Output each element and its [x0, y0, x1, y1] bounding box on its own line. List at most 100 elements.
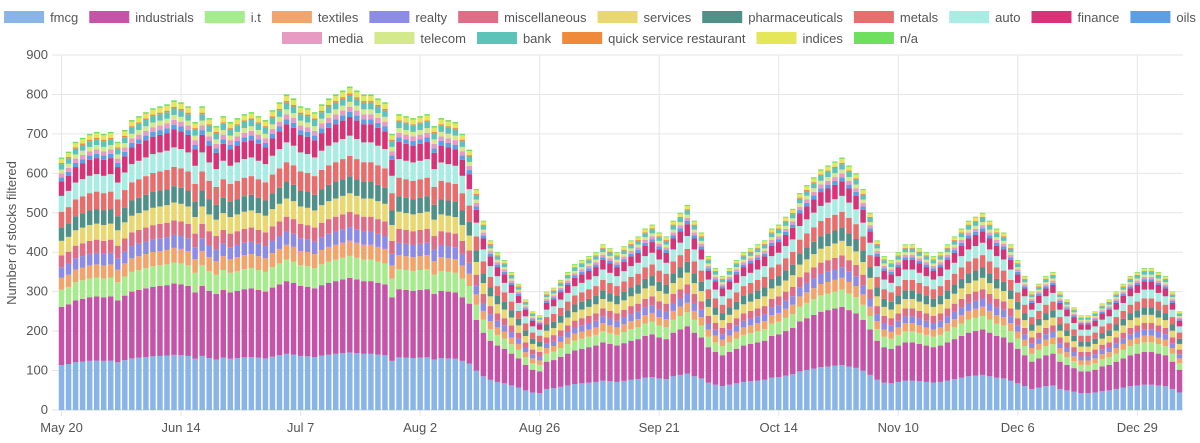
bar-segment-realty — [234, 244, 241, 258]
legend-item-i-t[interactable]: i.t — [204, 10, 262, 25]
bar-segment-indices — [1134, 272, 1141, 275]
bar-segment-indices — [635, 237, 641, 241]
bar-segment-oils — [754, 257, 761, 260]
bar-segment-finance — [797, 213, 803, 226]
bar-segment-services — [389, 224, 395, 241]
legend-item-indices[interactable]: indices — [756, 31, 843, 46]
bar-segment-industrials — [431, 294, 437, 360]
bar-segment-media — [860, 202, 866, 207]
bar-segment-indices — [410, 119, 416, 125]
bar-segment-bank — [1085, 317, 1091, 320]
legend-item-telecom[interactable]: telecom — [374, 31, 466, 46]
bar-segment-fmcg — [628, 379, 634, 410]
bar-segment-textiles — [290, 246, 297, 262]
bar-segment-quick-service-restaurant — [726, 270, 733, 272]
bar-segment-n-a — [958, 228, 965, 230]
bar-segment-miscellaneous — [607, 310, 613, 319]
bar-segment-telecom — [733, 267, 740, 270]
bar-segment-realty — [424, 242, 430, 256]
bar-segment-telecom — [902, 252, 909, 255]
bar-segment-miscellaneous — [797, 277, 803, 288]
bar-segment-services — [417, 213, 423, 230]
bar-segment-fmcg — [283, 353, 290, 410]
bar-segment-telecom — [311, 126, 318, 131]
legend-item-quick-service-restaurant[interactable]: quick service restaurant — [562, 31, 746, 46]
bar-segment-auto — [234, 162, 241, 181]
legend-item-textiles[interactable]: textiles — [271, 10, 359, 25]
bar-segment-telecom — [790, 218, 796, 222]
bar-segment-auto — [410, 162, 416, 181]
bar-segment-miscellaneous — [93, 239, 100, 253]
bar-segment-bank — [916, 252, 923, 256]
bar-segment-quick-service-restaurant — [677, 216, 684, 218]
bar-segment-fmcg — [431, 359, 437, 410]
bar-segment-n-a — [804, 185, 810, 187]
bar-segment-textiles — [1106, 352, 1112, 358]
bar-segment-auto — [199, 152, 205, 172]
legend-item-oils[interactable]: oils — [1130, 10, 1196, 25]
bar-segment-fmcg — [958, 377, 965, 410]
bar-segment-quick-service-restaurant — [986, 224, 993, 226]
bar-segment-auto — [220, 160, 226, 180]
bar-segment-media — [649, 236, 655, 240]
bar-segment-textiles — [438, 257, 444, 271]
bar-stack — [797, 193, 803, 410]
bar-segment-pharmaceuticals — [698, 281, 705, 292]
bar-segment-metals — [164, 169, 170, 190]
bar-segment-textiles — [269, 253, 276, 268]
bar-segment-quick-service-restaurant — [874, 243, 880, 245]
legend-item-fmcg[interactable]: fmcg — [4, 10, 78, 25]
bar-segment-n-a — [340, 90, 346, 93]
legend-item-realty[interactable]: realty — [369, 10, 448, 25]
bar-segment-pharmaceuticals — [206, 199, 212, 215]
bar-segment-miscellaneous — [115, 245, 121, 259]
bar-segment-oils — [804, 202, 810, 207]
bar-segment-pharmaceuticals — [797, 253, 803, 265]
legend-item-media[interactable]: media — [282, 31, 364, 46]
bar-segment-bank — [832, 168, 838, 174]
legend-item-services[interactable]: services — [597, 10, 692, 25]
bar-segment-i-t — [1043, 346, 1049, 356]
bar-segment-finance — [58, 181, 65, 196]
bar-segment-realty — [227, 247, 234, 260]
bar-segment-realty — [614, 320, 620, 328]
bar-segment-indices — [192, 123, 198, 129]
bar-segment-i-t — [143, 268, 149, 289]
bar-segment-telecom — [79, 150, 86, 155]
bar-segment-indices — [761, 241, 768, 244]
bar-segment-pharmaceuticals — [1148, 307, 1155, 315]
bar-segment-textiles — [656, 317, 662, 326]
bar-segment-media — [487, 251, 494, 254]
bar-segment-media — [1015, 269, 1021, 272]
bar-segment-indices — [670, 221, 676, 225]
bar-segment-metals — [614, 286, 620, 297]
bar-segment-realty — [164, 237, 170, 250]
bar-stack — [1036, 283, 1042, 410]
legend-item-finance[interactable]: finance — [1031, 10, 1119, 25]
y-tick-label: 600 — [26, 165, 48, 180]
bar-segment-realty — [340, 229, 346, 243]
legend-item-n-a[interactable]: n/a — [853, 31, 919, 46]
bar-segment-fmcg — [122, 360, 128, 410]
bar-segment-pharmaceuticals — [621, 291, 627, 301]
legend-item-miscellaneous[interactable]: miscellaneous — [458, 10, 587, 25]
bar-segment-auto — [311, 157, 318, 177]
bar-segment-textiles — [684, 302, 691, 313]
bar-segment-quick-service-restaurant — [494, 255, 501, 257]
bar-segment-media — [733, 269, 740, 272]
legend-item-auto[interactable]: auto — [949, 10, 1020, 25]
legend-label: oils — [1176, 10, 1196, 25]
bar-segment-media — [396, 132, 402, 138]
bar-segment-realty — [529, 354, 536, 359]
bar-segment-auto — [543, 309, 550, 318]
bar-segment-realty — [930, 323, 937, 330]
legend-item-pharmaceuticals[interactable]: pharmaceuticals — [702, 10, 843, 25]
legend-item-metals[interactable]: metals — [853, 10, 939, 25]
legend-item-industrials[interactable]: industrials — [89, 10, 194, 25]
legend-item-bank[interactable]: bank — [476, 31, 552, 46]
bar-segment-auto — [192, 165, 198, 184]
bar-segment-fmcg — [220, 357, 226, 410]
bar-segment-finance — [937, 267, 944, 277]
bar-segment-oils — [1057, 300, 1063, 303]
bar-segment-miscellaneous — [1155, 325, 1162, 332]
